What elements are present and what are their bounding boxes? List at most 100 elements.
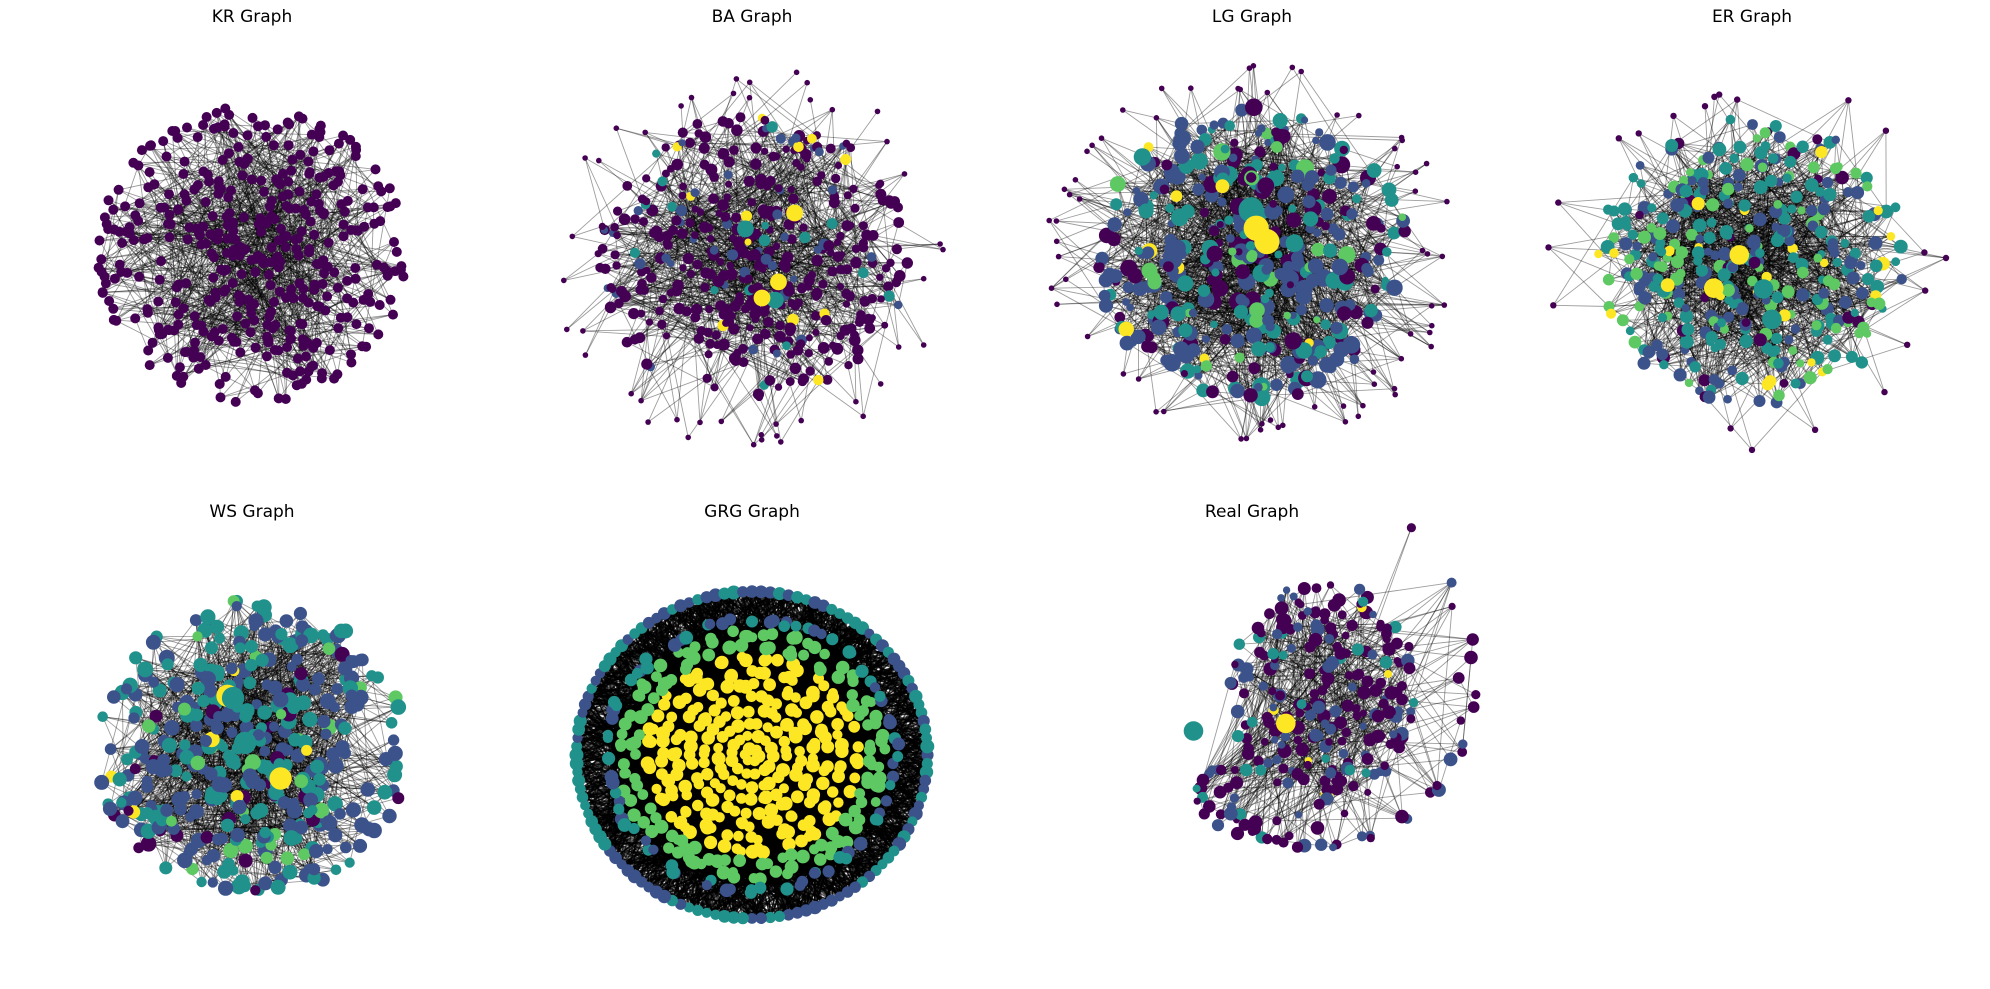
graph-node — [1107, 217, 1122, 232]
edge — [99, 240, 169, 359]
graph-node — [1324, 361, 1337, 374]
graph-node — [1228, 247, 1237, 256]
edge — [213, 128, 325, 214]
graph-node — [215, 392, 226, 403]
graph-node — [834, 161, 843, 170]
graph-node — [891, 277, 901, 288]
graph-node — [793, 298, 803, 308]
graph-node — [1290, 169, 1305, 184]
graph-node — [1153, 409, 1159, 415]
graph-node — [1234, 352, 1245, 363]
graph-node — [671, 215, 682, 226]
graph-node — [731, 212, 742, 223]
graph-node — [657, 319, 667, 330]
graph-node — [266, 195, 277, 206]
graph-node — [220, 371, 231, 382]
graph-node — [673, 302, 686, 315]
edge — [134, 193, 219, 319]
edge — [265, 136, 304, 299]
graph-node — [646, 272, 657, 284]
graph-node — [1319, 134, 1336, 151]
graph-node — [273, 235, 284, 246]
panel-title: KR Graph — [212, 7, 293, 27]
panel-title: ER Graph — [1712, 7, 1792, 27]
edge — [222, 159, 352, 355]
edge — [222, 159, 290, 209]
graph-node — [1285, 234, 1304, 253]
graph-node — [818, 279, 828, 289]
graph-node — [143, 345, 154, 356]
edge — [139, 171, 204, 204]
edge — [118, 171, 204, 191]
graph-node — [1248, 362, 1261, 375]
graph-node — [1123, 208, 1132, 217]
edge — [104, 144, 289, 277]
graph-node — [805, 334, 813, 342]
graph-node — [881, 264, 891, 273]
graph-node — [1135, 376, 1142, 382]
edge — [150, 145, 272, 312]
graph-node — [323, 237, 334, 248]
graph-node — [265, 280, 276, 291]
graph-node — [269, 296, 280, 307]
graph-node — [638, 397, 644, 404]
graph-node — [827, 266, 838, 277]
edge — [232, 132, 265, 264]
graph-node — [189, 311, 200, 322]
graph-node — [1219, 334, 1231, 345]
graph-node — [134, 271, 145, 282]
graph-node — [1193, 365, 1202, 374]
graph-node — [711, 330, 722, 340]
graph-node — [637, 278, 647, 289]
graph-node — [1153, 304, 1169, 320]
graph-node — [1109, 176, 1126, 192]
graph-node — [788, 193, 799, 205]
graph-node — [295, 366, 306, 377]
graph-node — [699, 131, 712, 143]
edge — [265, 136, 385, 268]
edge — [178, 228, 197, 285]
graph-node — [778, 439, 784, 445]
graph-node — [811, 287, 823, 300]
graph-node — [240, 318, 251, 329]
graph-node — [259, 186, 269, 197]
graph-node — [662, 332, 671, 340]
edge — [177, 137, 289, 183]
graph-node — [877, 295, 885, 303]
graph-node — [1257, 427, 1264, 433]
graph-node — [725, 180, 733, 188]
edge — [147, 301, 240, 310]
edge — [232, 266, 327, 284]
edge — [169, 149, 330, 238]
graph-node — [1180, 370, 1188, 378]
edge — [183, 135, 344, 175]
graph-node — [750, 142, 762, 154]
graph-node — [1163, 261, 1174, 272]
graph-node — [796, 339, 806, 349]
graph-node — [773, 421, 779, 427]
graph-node — [1394, 163, 1400, 170]
edge — [173, 241, 395, 331]
graph-node — [333, 323, 344, 334]
graph-node — [755, 173, 767, 186]
edge — [224, 108, 281, 185]
graph-node — [786, 350, 795, 359]
edge — [170, 215, 213, 225]
graph-node — [824, 357, 834, 366]
graph-node — [296, 226, 307, 237]
graph-node — [1178, 323, 1193, 338]
edge — [216, 112, 304, 290]
edge — [267, 241, 395, 326]
edge — [169, 236, 304, 290]
graph-node — [1319, 298, 1334, 313]
graph-node — [728, 352, 741, 365]
graph-node — [255, 213, 266, 224]
graph-node — [309, 279, 320, 290]
graph-node — [214, 379, 225, 389]
graph-node — [822, 374, 833, 385]
graph-node — [1066, 191, 1073, 198]
graph-node — [293, 250, 304, 261]
hub-node — [786, 204, 803, 222]
graph-node — [136, 145, 147, 156]
graph-node — [743, 175, 755, 187]
